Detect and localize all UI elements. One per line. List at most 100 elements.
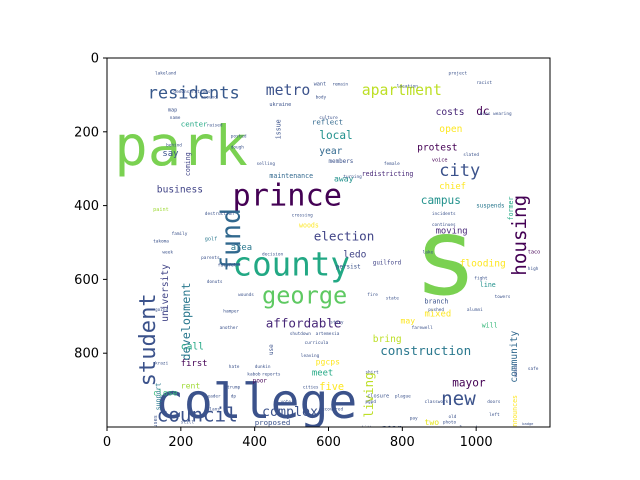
word-closure: closure (367, 394, 389, 400)
word-fund: fund (216, 208, 247, 272)
word-want: want (314, 82, 327, 88)
word-george: george (262, 281, 347, 309)
word-another: another (220, 325, 239, 331)
word-badge: badge (522, 422, 533, 426)
word-apartment: apartment (362, 82, 442, 99)
word-high: high (528, 266, 539, 272)
word-issue: issue (275, 119, 283, 139)
word-falafel: falafel (218, 263, 237, 269)
x-tick-label: 200 (168, 435, 193, 450)
word-ledo: ledo (343, 249, 366, 260)
word-towers: towers (495, 294, 511, 300)
word-closed: closed (456, 427, 477, 433)
word-destruction: destruction (205, 211, 234, 217)
x-axis: 0 200 400 600 800 1000 (103, 427, 493, 450)
word-photo: photo (443, 419, 457, 425)
word-dp: dp (231, 394, 237, 400)
word-lake: lake (423, 250, 434, 256)
word-left: left (489, 412, 500, 418)
word-shirt: shirt (365, 370, 379, 376)
word-say: say (162, 149, 178, 159)
word-culture: culture (319, 115, 338, 121)
word-poor: poor (253, 379, 268, 385)
word-affordable: affordable (266, 315, 342, 330)
word-state: state (386, 296, 400, 302)
word-open: open (439, 124, 462, 135)
word-fight: fight (474, 275, 488, 281)
word-year: year (319, 146, 342, 157)
word-university: university (160, 264, 171, 322)
word-maintenance: maintenance (269, 172, 313, 180)
word-away: away (334, 174, 354, 184)
word-location: location (397, 84, 419, 90)
word-protest: protest (417, 142, 457, 153)
word-krazi: krazi (155, 360, 169, 366)
word-living: living (361, 372, 376, 418)
word-support: support (155, 383, 163, 411)
word-donuts: donuts (207, 279, 223, 285)
word-behind: behind (166, 143, 182, 149)
word-curricula: curricula (305, 340, 329, 346)
x-tick-label: 600 (316, 435, 341, 450)
word-prince: prince (233, 179, 342, 214)
word-pgcps: pgcps (316, 356, 340, 366)
word-shutdown: shutdown (290, 331, 312, 337)
word-trump: trump (227, 384, 241, 390)
word-student: student (135, 293, 161, 386)
word-local: local (319, 129, 352, 142)
word-hyattsville: hyattsville (172, 429, 206, 435)
word-pushed: pushed (428, 307, 444, 313)
word-leaving: leaving (301, 353, 320, 359)
word-name: name (170, 116, 181, 121)
word-bias-wearing: bias wearing (480, 111, 512, 117)
word-kabob: kabob (247, 371, 261, 377)
x-tick-label: 0 (103, 435, 111, 450)
word-five: five (319, 381, 344, 393)
word-members: members (329, 159, 354, 165)
word-community: community (509, 330, 520, 382)
word-voice: voice (432, 157, 448, 163)
word-pgpd: pgpd (365, 399, 376, 405)
word-city: city (439, 161, 480, 181)
word-business: business (157, 185, 203, 196)
word-hate: hate (229, 364, 240, 370)
word-map: map (168, 108, 177, 114)
word-fire: fire (367, 292, 378, 298)
word-bring: bring (373, 334, 402, 345)
word-raised: raised (207, 122, 223, 128)
word-lakeland: lakeland (155, 71, 177, 77)
word-remain: remain (332, 82, 348, 88)
word-story: story (330, 320, 344, 326)
word-use: use (269, 344, 275, 355)
word-old: old (449, 414, 457, 420)
word-hamper: hamper (223, 309, 239, 315)
word-takoma: takoma (153, 239, 169, 245)
word-doors: doors (487, 399, 501, 405)
word-golf: golf (205, 237, 218, 243)
word-development: development (179, 282, 193, 360)
x-tick-label: 1000 (460, 435, 493, 450)
word-call: call (181, 342, 204, 353)
word-wmata: wmata (513, 364, 519, 378)
word-pay: pay (410, 417, 418, 422)
word-area: area (231, 243, 252, 253)
word-council: council (157, 404, 238, 427)
word-moving: moving (436, 226, 468, 236)
word-dc: dc (476, 105, 489, 118)
word-plague: plague (395, 394, 411, 400)
word-taco: taco (528, 250, 541, 256)
word-ukraine: ukraine (269, 102, 291, 108)
y-tick-label: 400 (74, 199, 99, 214)
word-rent: rent (181, 380, 201, 390)
word-line: line (480, 281, 496, 289)
word-s: s (413, 196, 477, 320)
word-mayor: mayor (452, 376, 486, 389)
y-axis: 0 200 400 600 800 (74, 52, 107, 362)
word-classwork: classwork (425, 399, 449, 405)
word-proposed: proposed (255, 418, 291, 427)
word-posted: posted (231, 133, 247, 139)
word-turning: turning (343, 174, 362, 180)
x-tick-label: 800 (390, 435, 415, 450)
word-former: former (507, 197, 515, 221)
word-week: week (162, 250, 173, 256)
